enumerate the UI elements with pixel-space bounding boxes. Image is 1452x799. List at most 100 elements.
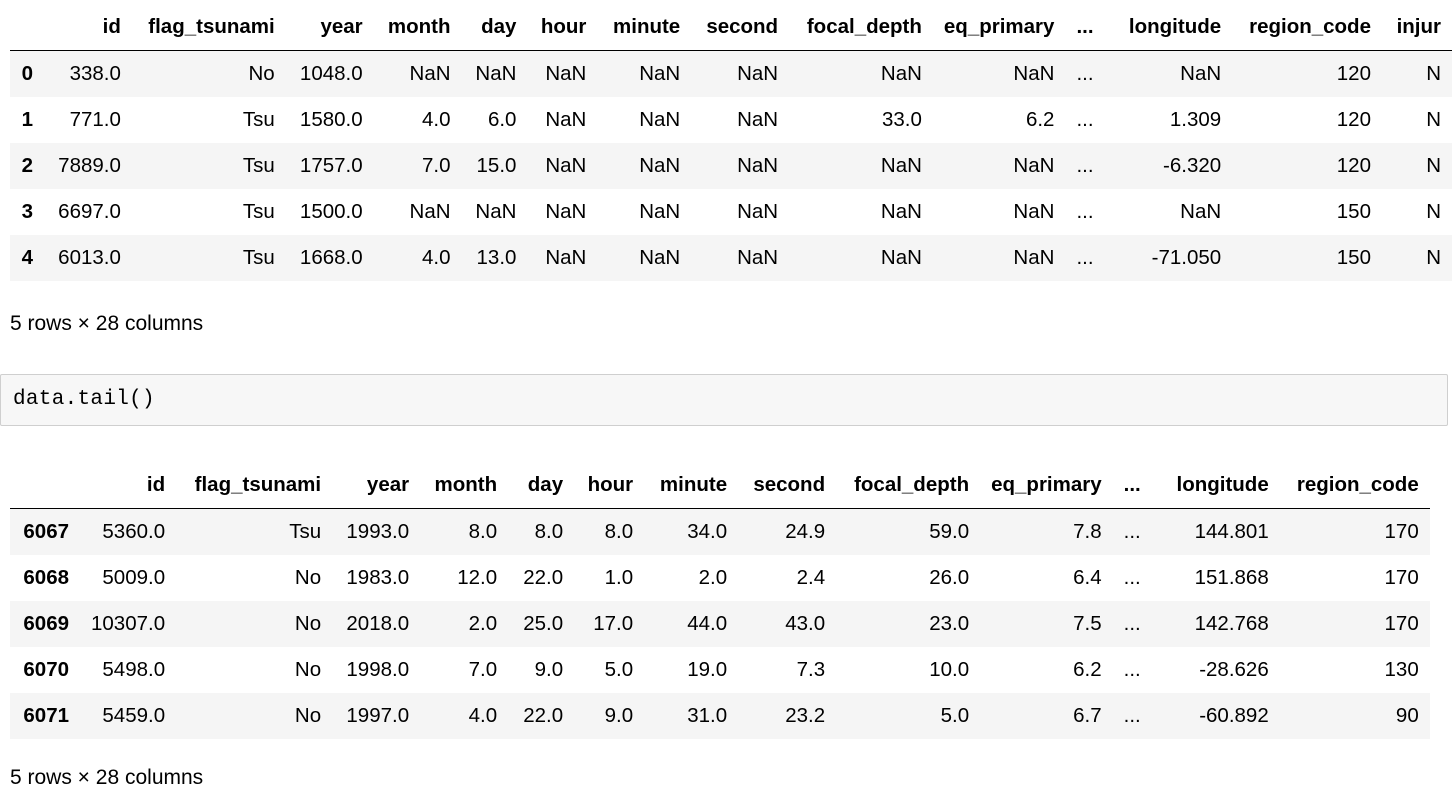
table-cell: 23.0: [929, 612, 970, 635]
tail-dataframe-output: id flag_tsunami year month day hour minute seco…: [10, 462, 1442, 739]
table-cell: NaN: [737, 200, 779, 223]
table-cell: 2.0: [698, 566, 728, 589]
code-source[interactable]: data.tail(): [13, 388, 155, 411]
table-cell: No: [294, 658, 322, 681]
table-cell: 8.0: [468, 520, 498, 543]
table-cell: NaN: [880, 246, 922, 269]
table-cell: Tsu: [242, 108, 275, 131]
table-cell: 33.0: [882, 108, 922, 131]
column-header: longitude: [1151, 462, 1280, 509]
row-index: 6067: [23, 520, 69, 543]
column-header: flag_tsunami: [131, 4, 286, 51]
column-header: hour: [574, 462, 645, 509]
table-cell: Tsu: [242, 246, 275, 269]
table-cell: NaN: [1013, 246, 1055, 269]
table-cell: 10307.0: [91, 612, 166, 635]
table-row: 3 6697.0 Tsu 1500.0 NaN NaN NaN NaN NaN NaN NaN...…: [10, 189, 1452, 235]
column-header: second: [738, 462, 837, 509]
head-shape-note: 5 rows × 28 columns: [10, 312, 204, 335]
table-cell: 5459.0: [102, 704, 166, 727]
table-cell: Tsu: [289, 520, 322, 543]
table-cell: 43.0: [785, 612, 826, 635]
index-header: [10, 462, 80, 509]
column-header: month: [420, 462, 509, 509]
table-cell: 6.2: [1025, 108, 1055, 131]
column-header: hour: [527, 4, 598, 51]
table-cell: N: [1426, 246, 1441, 269]
table-cell: NaN: [1013, 154, 1055, 177]
table-row: 0 338.0 No 1048.0 NaN NaN NaN NaN NaN NaN NaN... Na…: [10, 50, 1452, 97]
table-cell: -71.050: [1151, 246, 1222, 269]
column-header: minute: [597, 4, 692, 51]
table-cell: 2.4: [796, 566, 826, 589]
table-cell: NaN: [639, 246, 681, 269]
table-cell: NaN: [545, 154, 587, 177]
table-cell: 6.4: [1073, 566, 1102, 589]
table-cell: 120: [1336, 154, 1371, 177]
table-cell: 1500.0: [299, 200, 363, 223]
column-header: longitude: [1104, 4, 1233, 51]
table-row: 6068 5009.0 No 1983.0 12.0 22.0 1.0 2.0 2.4 26.0 6…: [10, 555, 1430, 601]
column-header: day: [508, 462, 575, 509]
table-cell: 44.0: [687, 612, 728, 635]
table-cell: 6.2: [1073, 658, 1102, 681]
table-cell: No: [248, 62, 275, 85]
row-index: 4: [21, 246, 33, 269]
table-cell: NaN: [880, 62, 922, 85]
column-header: eq_primary: [980, 462, 1113, 509]
table-cell: 144.801: [1194, 520, 1269, 543]
table-cell: 5.0: [940, 704, 970, 727]
table-cell: 150: [1336, 200, 1371, 223]
table-cell: 7.0: [422, 154, 451, 177]
table-cell: 120: [1336, 62, 1371, 85]
row-index: 0: [21, 62, 33, 85]
table-cell: Tsu: [242, 200, 275, 223]
table-cell: 9.0: [604, 704, 634, 727]
row-index: 3: [21, 200, 33, 223]
column-header: flag_tsunami: [176, 462, 333, 509]
table-cell: No: [294, 612, 322, 635]
table-cell: 7.3: [796, 658, 826, 681]
table-cell: NaN: [545, 108, 587, 131]
table-cell: N: [1426, 62, 1441, 85]
code-input-cell[interactable]: data.tail(): [0, 374, 1448, 426]
table-cell: Tsu: [242, 154, 275, 177]
table-row: 6067 5360.0 Tsu 1993.0 8.0 8.0 8.0 34.0 24.9 59.0…: [10, 508, 1430, 555]
table-cell: 120: [1336, 108, 1371, 131]
table-cell: NaN: [639, 62, 681, 85]
table-cell: ...: [1123, 658, 1141, 681]
table-cell: 15.0: [476, 154, 517, 177]
table-cell: NaN: [409, 200, 451, 223]
table-cell: 12.0: [457, 566, 498, 589]
table-cell: 7.0: [468, 658, 498, 681]
table-row: 6069 10307.0 No 2018.0 2.0 25.0 17.0 44.0 43.0 23…: [10, 601, 1430, 647]
table-cell: NaN: [737, 108, 779, 131]
column-header: year: [332, 462, 421, 509]
table-cell: 4.0: [468, 704, 498, 727]
table-cell: ...: [1123, 612, 1141, 635]
table-row: 6070 5498.0 No 1998.0 7.0 9.0 5.0 19.0 7.3 10.0 6.…: [10, 647, 1430, 693]
table-cell: NaN: [639, 108, 681, 131]
table-cell: 338.0: [69, 62, 121, 85]
row-index: 1: [21, 108, 33, 131]
table-cell: No: [294, 704, 322, 727]
table-cell: NaN: [545, 200, 587, 223]
table-cell: 1048.0: [299, 62, 363, 85]
table-cell: 10.0: [929, 658, 970, 681]
table-cell: ...: [1076, 62, 1094, 85]
table-cell: 771.0: [69, 108, 121, 131]
table-cell: N: [1426, 108, 1441, 131]
table-cell: 2.0: [468, 612, 498, 635]
table-cell: NaN: [409, 62, 451, 85]
table-cell: 5360.0: [102, 520, 166, 543]
table-cell: N: [1426, 200, 1441, 223]
table-cell: 90: [1395, 704, 1419, 727]
column-header: ...: [1065, 4, 1105, 51]
table-cell: 8.0: [534, 520, 564, 543]
table-cell: 151.868: [1194, 566, 1269, 589]
table-cell: NaN: [545, 246, 587, 269]
table-cell: 6013.0: [58, 246, 121, 269]
table-cell: 170: [1384, 566, 1419, 589]
table-cell: NaN: [737, 246, 779, 269]
table-cell: 13.0: [476, 246, 517, 269]
